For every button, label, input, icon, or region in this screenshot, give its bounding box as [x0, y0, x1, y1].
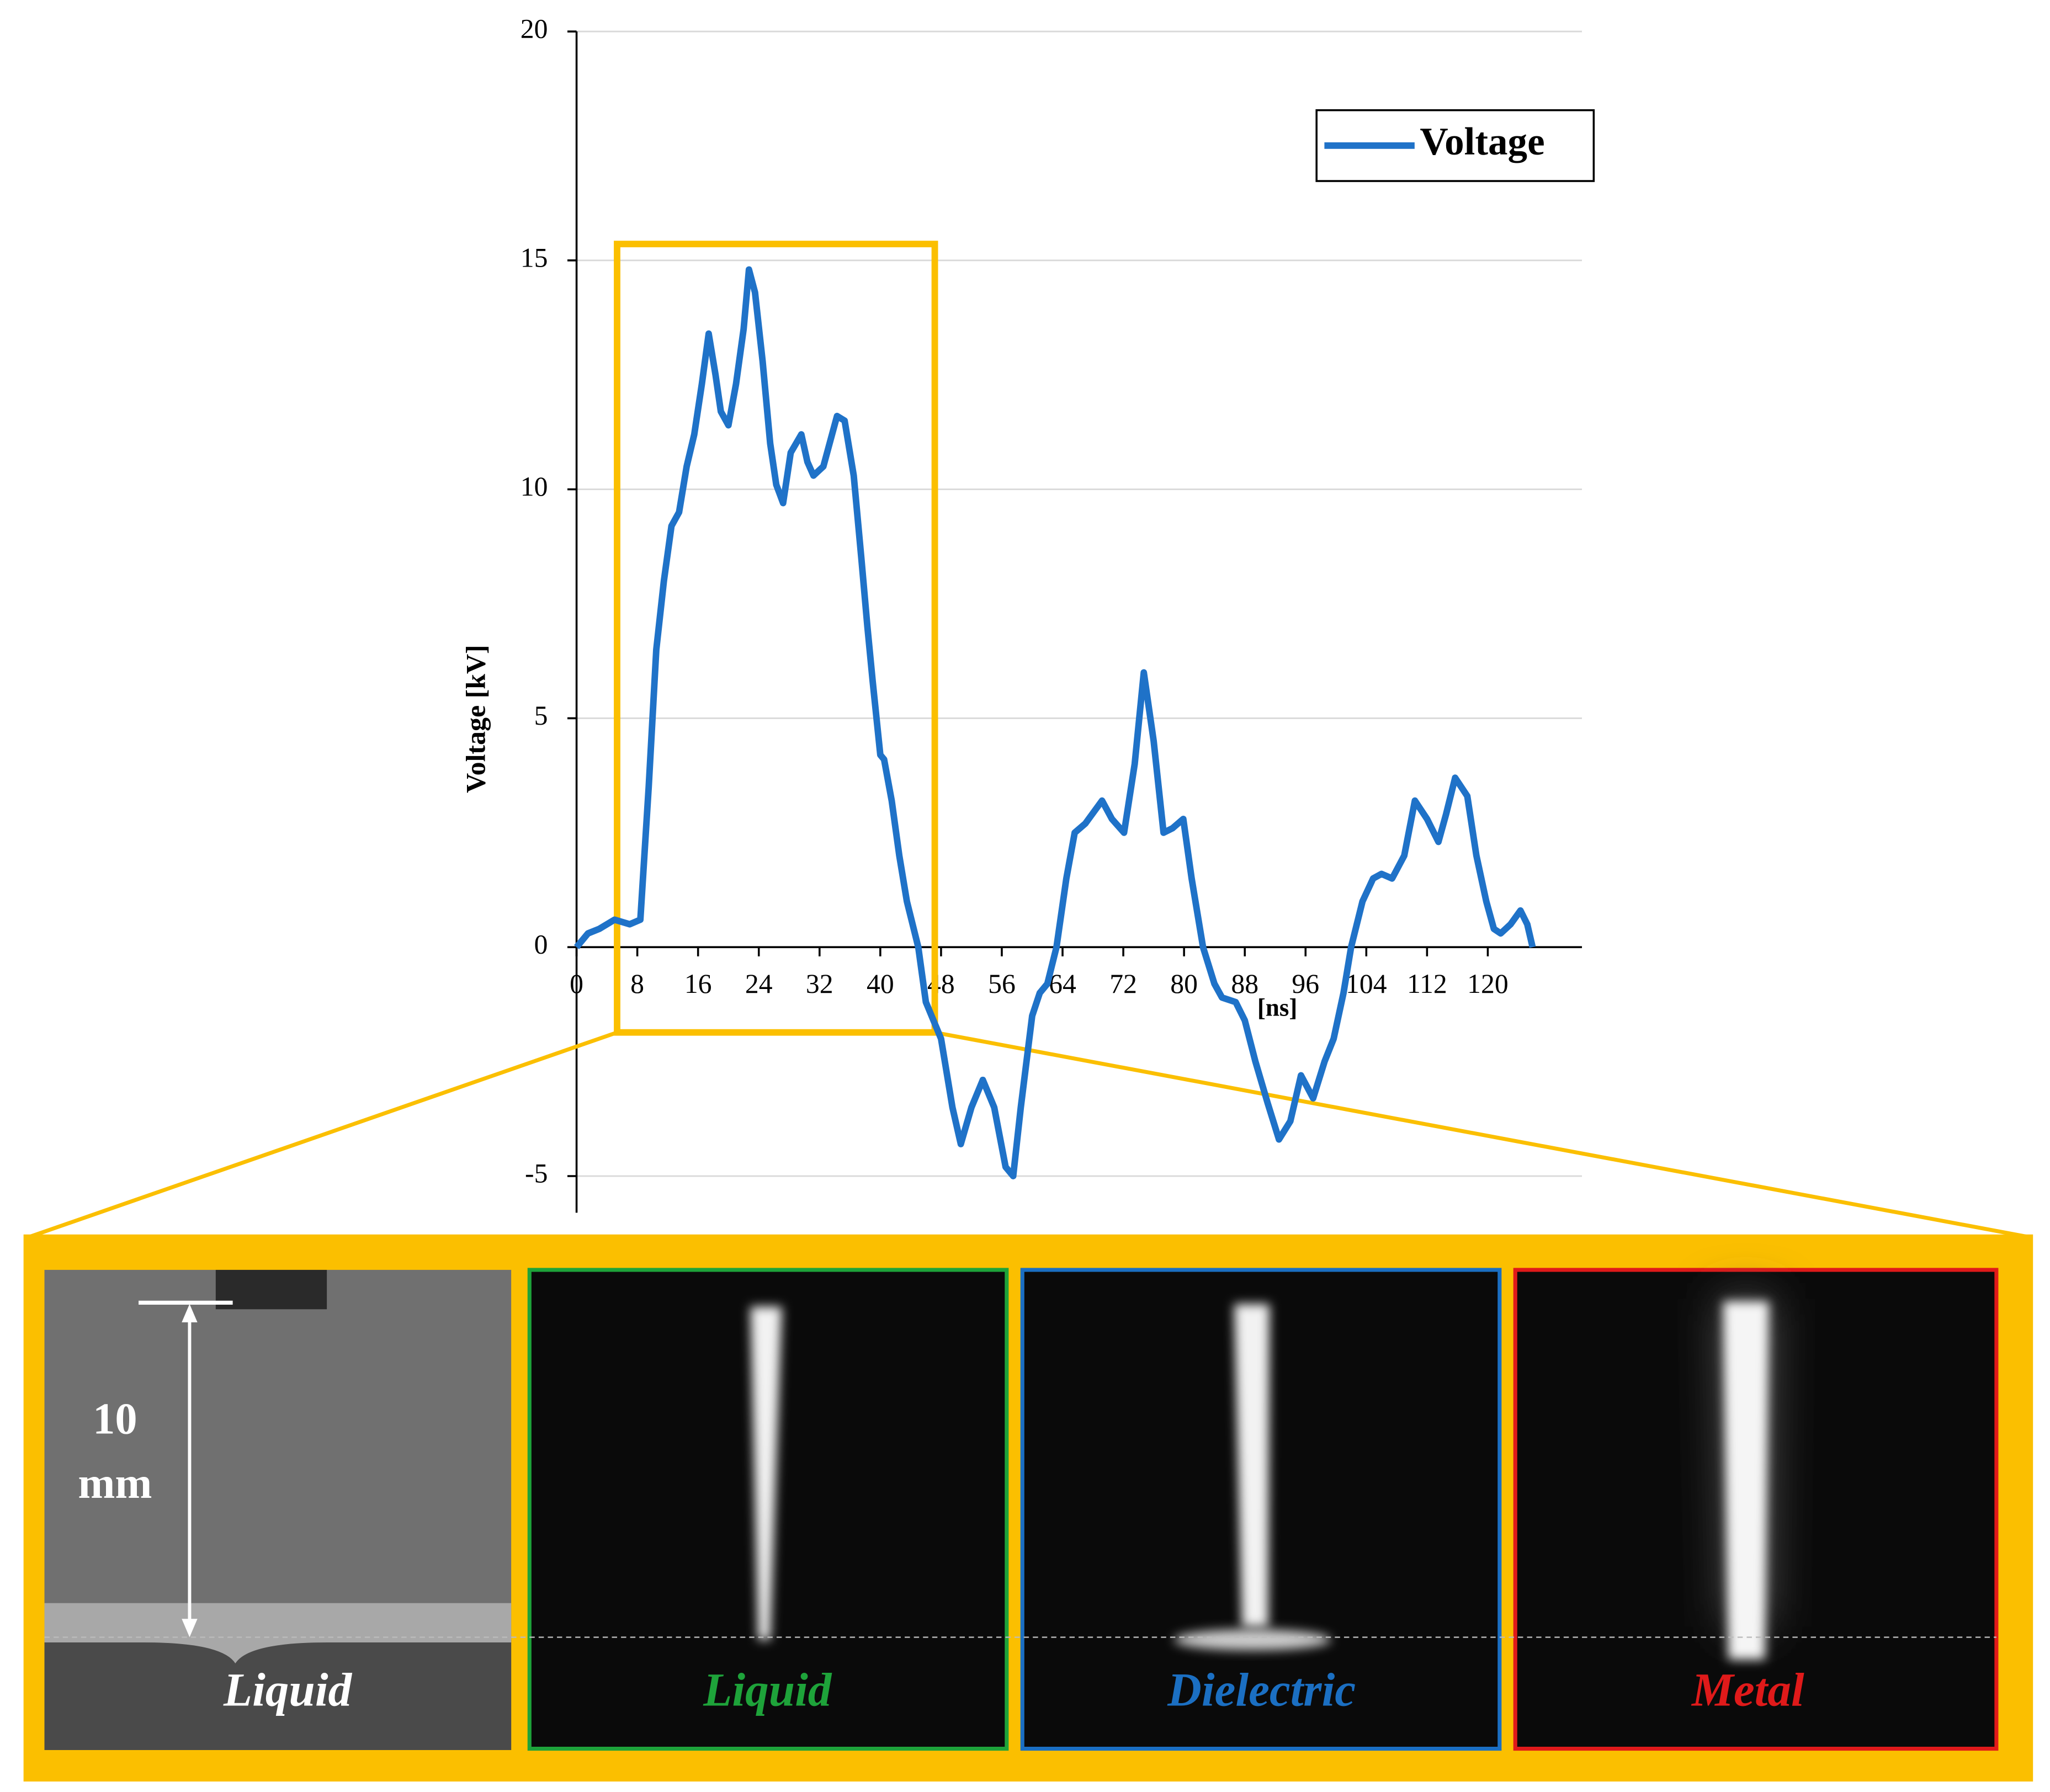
x-tick-label: 24 — [745, 969, 773, 999]
image-panel: 10 mm Liquid Liquid Dielectric Metal — [23, 1234, 2033, 1782]
x-tick-label: 16 — [684, 969, 712, 999]
x-axis-title: [ns] — [1257, 994, 1298, 1022]
x-tick-label: 64 — [1049, 969, 1076, 999]
chart: -5 0 5 10 15 20 0 8 16 24 32 40 48 56 64 72 80 88 96 104 112… — [28, 13, 2030, 1240]
zoom-line — [934, 1030, 2030, 1240]
image-label: Liquid — [223, 1665, 352, 1716]
x-tick-label: 48 — [927, 969, 955, 999]
arrow-head — [182, 1619, 198, 1637]
photo-1-liquid — [44, 1640, 512, 1750]
discharge — [750, 1306, 782, 1640]
line-series — [574, 266, 1536, 1179]
y-tick-label: 0 — [534, 929, 548, 960]
photo-1-electrode — [215, 1269, 327, 1310]
scale-label: mm — [78, 1459, 152, 1508]
discharge — [1723, 1301, 1769, 1660]
photo-1-surface — [44, 1603, 512, 1664]
x-tick-label: 80 — [1170, 969, 1198, 999]
y-axis-title: Voltage [kV] — [460, 645, 491, 793]
image-label: Dielectric — [1167, 1665, 1356, 1716]
highlight-box — [614, 241, 938, 1036]
x-tick-label: 56 — [988, 969, 1016, 999]
y-tick-label: 10 — [521, 471, 548, 502]
x-tick-label: 88 — [1231, 969, 1258, 999]
x-tick-label: 32 — [806, 969, 833, 999]
scale-label: 10 — [93, 1394, 137, 1443]
discharge-spread — [1174, 1629, 1331, 1651]
y-tick-label: 5 — [534, 700, 548, 731]
y-tick-label: -5 — [525, 1158, 548, 1188]
image-label: Metal — [1691, 1665, 1804, 1716]
x-tick-label: 104 — [1346, 969, 1387, 999]
legend-label: Voltage — [1420, 120, 1544, 163]
x-tick-label: 96 — [1292, 969, 1319, 999]
x-tick-label: 112 — [1407, 969, 1447, 999]
x-tick-label: 8 — [630, 969, 644, 999]
discharge — [1234, 1304, 1270, 1627]
arrow-head — [182, 1304, 198, 1323]
x-tick-label: 0 — [570, 969, 583, 999]
x-tick-label: 40 — [867, 969, 894, 999]
image-label: Liquid — [703, 1665, 832, 1716]
x-tick-label: 72 — [1109, 969, 1137, 999]
y-tick-label: 15 — [521, 242, 548, 273]
y-tick-label: 20 — [521, 13, 548, 44]
x-tick-label: 120 — [1467, 969, 1509, 999]
zoom-line — [28, 1030, 618, 1239]
